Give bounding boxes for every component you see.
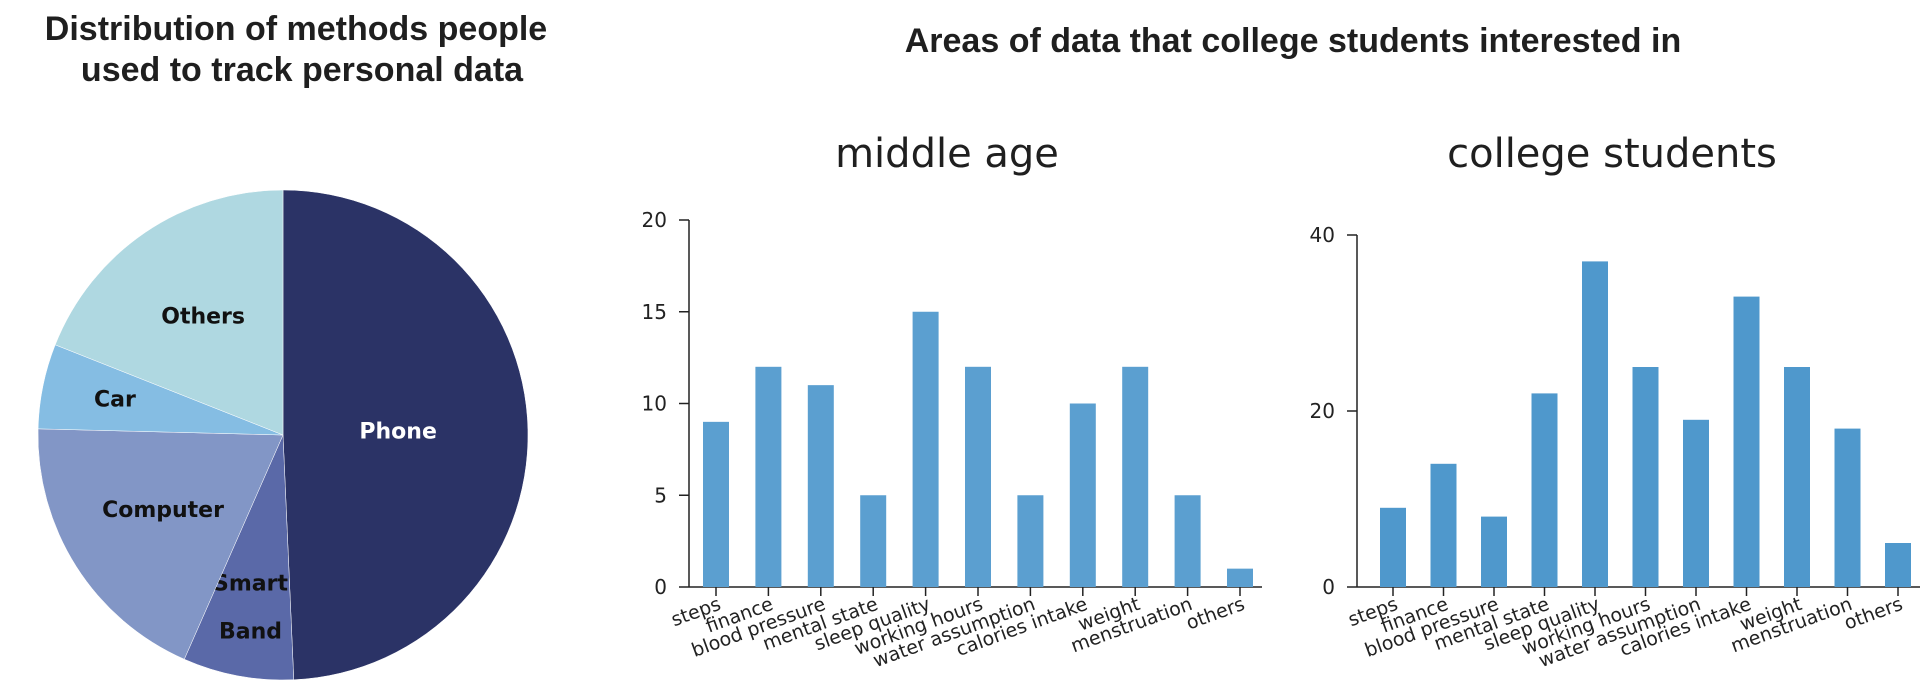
y-tick-label: 40 — [1310, 223, 1335, 247]
pie-slice-others — [54, 189, 284, 436]
pie-label-others: Others — [161, 304, 245, 329]
y-tick-label: 20 — [1310, 399, 1335, 423]
pie-label-car: Car — [94, 388, 136, 413]
bar-water-assumption — [1683, 419, 1709, 587]
pie-title-line2: used to track personal data — [81, 51, 524, 89]
subchart-title: college students — [1447, 131, 1777, 177]
pie-label-smart-band: Smart Band — [213, 571, 288, 644]
y-tick-label: 10 — [642, 392, 667, 416]
bar-blood-pressure — [807, 385, 834, 587]
bar-menstruation — [1834, 428, 1861, 587]
pie-label-computer: Computer — [102, 498, 224, 523]
bar-weight — [1122, 366, 1149, 587]
bar-working-hours — [1632, 367, 1659, 587]
y-tick-label: 20 — [642, 208, 667, 232]
bar-others — [1227, 568, 1253, 587]
pie-slice-smart-band — [183, 434, 295, 681]
pie-slice-phone — [282, 189, 529, 681]
pie-slice-computer — [37, 428, 284, 660]
x-tick-label-others: others — [1841, 593, 1905, 634]
bar-finance — [1430, 463, 1457, 587]
pie-title-line1: Distribution of methods people — [45, 10, 547, 48]
bar-calories-intake — [1069, 403, 1096, 587]
bar-working-hours — [965, 366, 991, 587]
subchart-title: middle age — [835, 131, 1059, 177]
x-tick-label-others: others — [1183, 593, 1247, 634]
bar-calories-intake — [1733, 296, 1760, 587]
bar-sleep-quality — [912, 311, 939, 587]
y-tick-label: 5 — [654, 483, 667, 507]
y-tick-label: 0 — [654, 575, 667, 599]
bar-water-assumption — [1017, 495, 1044, 587]
y-tick-label: 0 — [1322, 575, 1335, 599]
bar-weight — [1784, 367, 1810, 587]
bar-steps — [1380, 507, 1406, 587]
bar-steps — [703, 421, 729, 587]
pie-label-phone: Phone — [359, 419, 436, 444]
bar-others — [1885, 543, 1911, 587]
bar-mental-state — [860, 495, 887, 587]
y-tick-label: 15 — [642, 300, 667, 324]
main-title: Areas of data that college students inte… — [905, 22, 1682, 60]
bar-blood-pressure — [1481, 516, 1507, 587]
bar-finance — [755, 366, 782, 587]
bar-menstruation — [1174, 495, 1201, 587]
bar-sleep-quality — [1582, 261, 1608, 587]
bar-mental-state — [1531, 393, 1558, 587]
pie-chart: Phone Smart Band Computer Car Others — [37, 189, 529, 681]
